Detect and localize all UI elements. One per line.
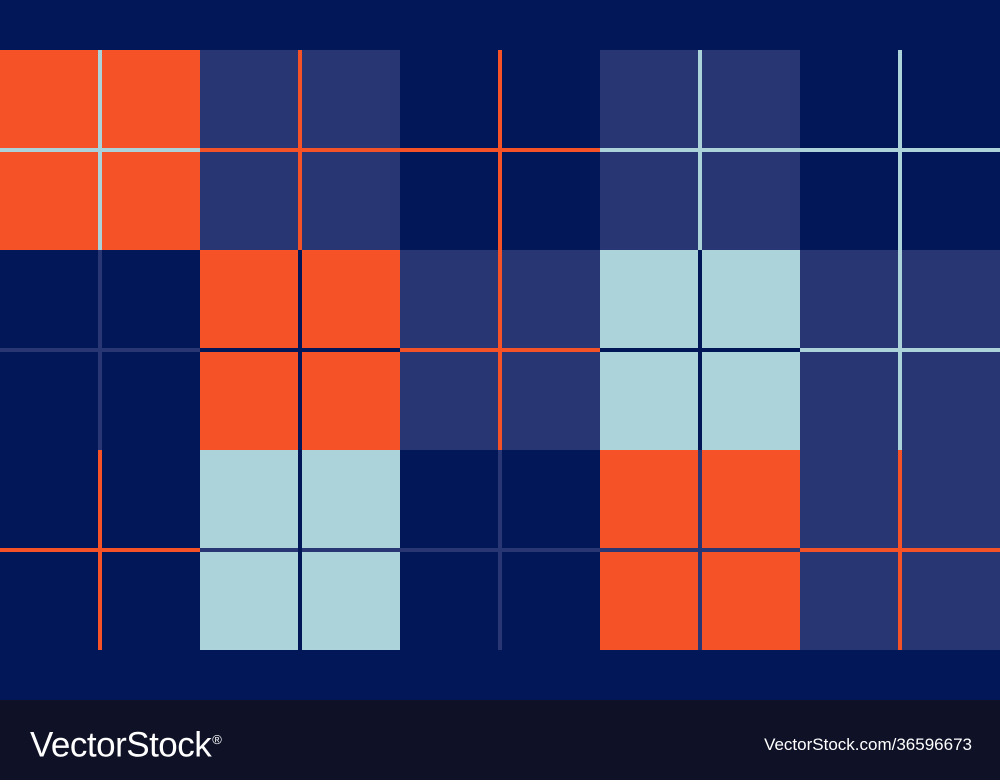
pattern-line-vertical — [898, 50, 902, 250]
pattern-line-vertical — [98, 250, 102, 450]
pattern-line-vertical — [298, 50, 302, 250]
pattern-line-vertical — [298, 450, 302, 650]
pattern-line-vertical — [898, 250, 902, 450]
pattern-line-vertical — [698, 50, 702, 250]
watermark-footer: VectorStock® VectorStock.com/36596673 — [0, 700, 1000, 780]
pattern-line-vertical — [698, 450, 702, 650]
pattern-line-vertical — [498, 450, 502, 650]
vectorstock-wordmark: VectorStock — [30, 725, 212, 765]
pattern-line-vertical — [498, 50, 502, 250]
pattern-line-vertical — [298, 250, 302, 450]
plaid-pattern-svg — [0, 50, 1000, 650]
pattern-line-vertical — [98, 50, 102, 250]
pattern-line-vertical — [698, 250, 702, 450]
pattern-line-vertical — [98, 450, 102, 650]
plaid-pattern-artwork — [0, 50, 1000, 650]
pattern-line-vertical — [898, 450, 902, 650]
vectorstock-logo: VectorStock® — [30, 718, 222, 768]
pattern-line-vertical — [498, 250, 502, 450]
image-id-label: VectorStock.com/36596673 — [764, 735, 972, 754]
registered-mark: ® — [212, 732, 222, 747]
